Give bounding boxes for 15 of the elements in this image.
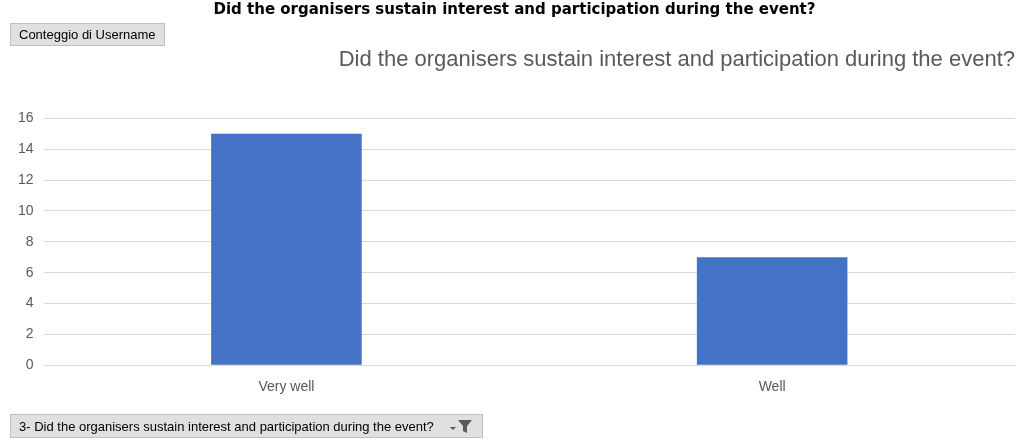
x-tick-label: Well <box>758 378 786 395</box>
y-tick-label: 14 <box>17 140 34 157</box>
text: Conteggio di Username <box>10 23 165 46</box>
chart-title: Did the organisers sustain interest and participation during the event? <box>338 46 1015 72</box>
text: 3- Did the organisers sustain interest and participation during the event? <box>19 418 434 434</box>
y-tick-label: 10 <box>17 201 34 218</box>
y-tick-label: 4 <box>25 294 34 311</box>
y-tick-label: 8 <box>25 232 34 249</box>
y-tick-label: 6 <box>25 263 34 280</box>
y-tick-label: 16 <box>17 109 34 126</box>
y-tick-label: 0 <box>25 356 34 373</box>
text: Did the organisers sustain interest and participation during the event? <box>212 0 817 18</box>
y-tick-label: 12 <box>17 170 34 187</box>
x-tick-label: Very well <box>258 378 315 395</box>
y-tick-label: 2 <box>25 325 34 342</box>
